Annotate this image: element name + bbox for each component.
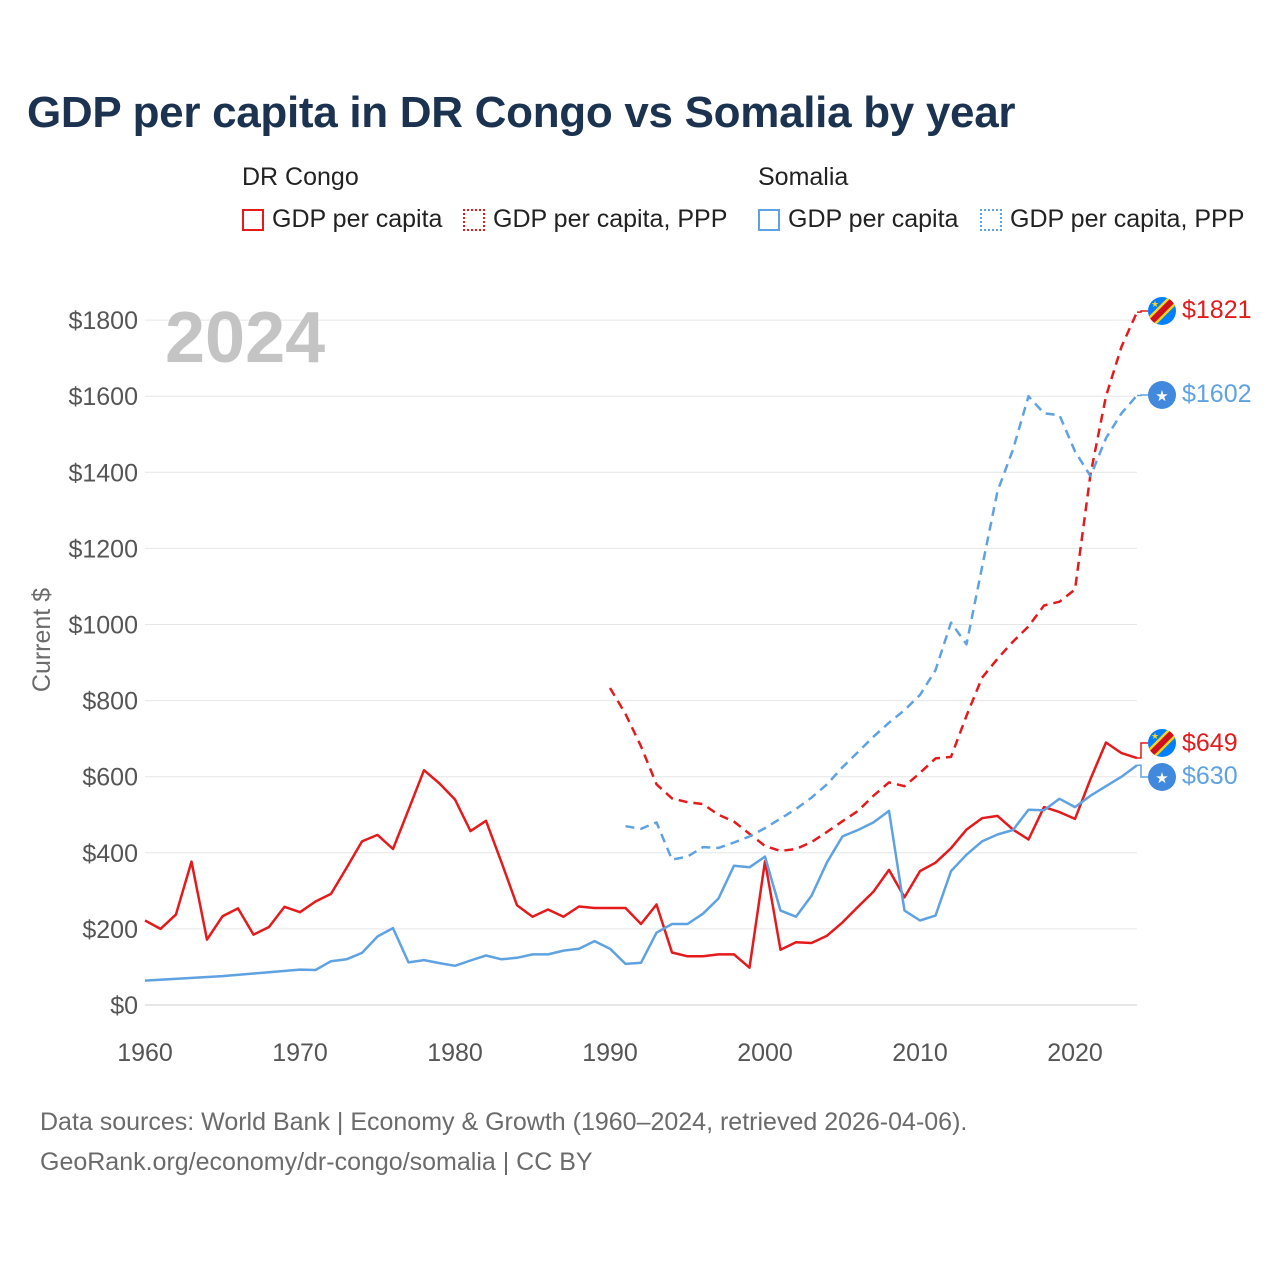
x-tick-label: 2000: [737, 1039, 793, 1067]
y-tick-label: $1000: [68, 612, 138, 640]
somalia-flag-icon: ★: [1148, 381, 1176, 409]
y-tick-label: $0: [110, 992, 138, 1020]
series-line-3[interactable]: [625, 394, 1138, 861]
legend-item-somalia-gdp-ppp[interactable]: GDP per capita, PPP: [980, 205, 1244, 234]
svg-text:★: ★: [1151, 731, 1159, 741]
end-label-drc-gdp: $649: [1182, 729, 1238, 757]
legend-label: GDP per capita: [272, 205, 443, 233]
legend-swatch-solid: [758, 208, 780, 231]
legend-item-somalia-gdp[interactable]: GDP per capita: [758, 205, 958, 234]
end-label-drc-ppp: $1821: [1182, 296, 1252, 324]
legend-item-drc-gdp-ppp[interactable]: GDP per capita, PPP: [463, 205, 727, 234]
x-tick-label: 1960: [117, 1039, 173, 1067]
y-tick-label: $800: [82, 688, 138, 716]
x-tick-label: 1970: [272, 1039, 328, 1067]
end-connector-0: [1137, 742, 1148, 759]
legend-swatch-dotted: [980, 208, 1002, 231]
end-connector-1: [1137, 310, 1148, 313]
legend-item-drc-gdp[interactable]: GDP per capita: [242, 205, 442, 234]
series-line-2[interactable]: [144, 764, 1138, 982]
x-tick-label: 1980: [427, 1039, 483, 1067]
legend-swatch-dotted: [463, 208, 485, 231]
svg-text:★: ★: [1155, 770, 1168, 787]
svg-text:★: ★: [1155, 388, 1168, 405]
end-label-somalia-gdp: $630: [1182, 762, 1238, 790]
series-line-1[interactable]: [608, 311, 1139, 853]
footer-attribution: GeoRank.org/economy/dr-congo/somalia | C…: [40, 1148, 593, 1176]
y-tick-label: $1600: [68, 383, 138, 411]
x-tick-label: 2010: [892, 1039, 948, 1067]
svg-text:★: ★: [1151, 299, 1159, 309]
x-tick-label: 1990: [582, 1039, 638, 1067]
footer-sources: Data sources: World Bank | Economy & Gro…: [40, 1108, 968, 1136]
legend-group-somalia: Somalia: [758, 163, 849, 191]
dr-congo-flag-icon: ★: [1148, 729, 1176, 757]
somalia-flag-icon: ★: [1148, 763, 1176, 791]
end-label-somalia-ppp: $1602: [1182, 380, 1252, 408]
y-axis-label: Current $: [28, 588, 56, 692]
y-tick-label: $1200: [68, 535, 138, 563]
legend-swatch-solid: [242, 208, 264, 231]
y-tick-label: $400: [82, 840, 138, 868]
legend-label: GDP per capita, PPP: [493, 205, 728, 233]
year-watermark: 2024: [165, 298, 325, 378]
y-tick-label: $1400: [68, 459, 138, 487]
y-tick-label: $200: [82, 916, 138, 944]
y-tick-label: $600: [82, 764, 138, 792]
legend-group-dr-congo: DR Congo: [242, 163, 359, 191]
dr-congo-flag-icon: ★: [1148, 297, 1176, 325]
series-line-0[interactable]: [144, 741, 1138, 969]
legend-label: GDP per capita, PPP: [1010, 205, 1245, 233]
y-tick-label: $1800: [68, 307, 138, 335]
legend-label: GDP per capita: [788, 205, 959, 233]
x-tick-label: 2020: [1047, 1039, 1103, 1067]
end-connector-2: [1137, 764, 1148, 778]
chart-title: GDP per capita in DR Congo vs Somalia by…: [27, 88, 1016, 137]
